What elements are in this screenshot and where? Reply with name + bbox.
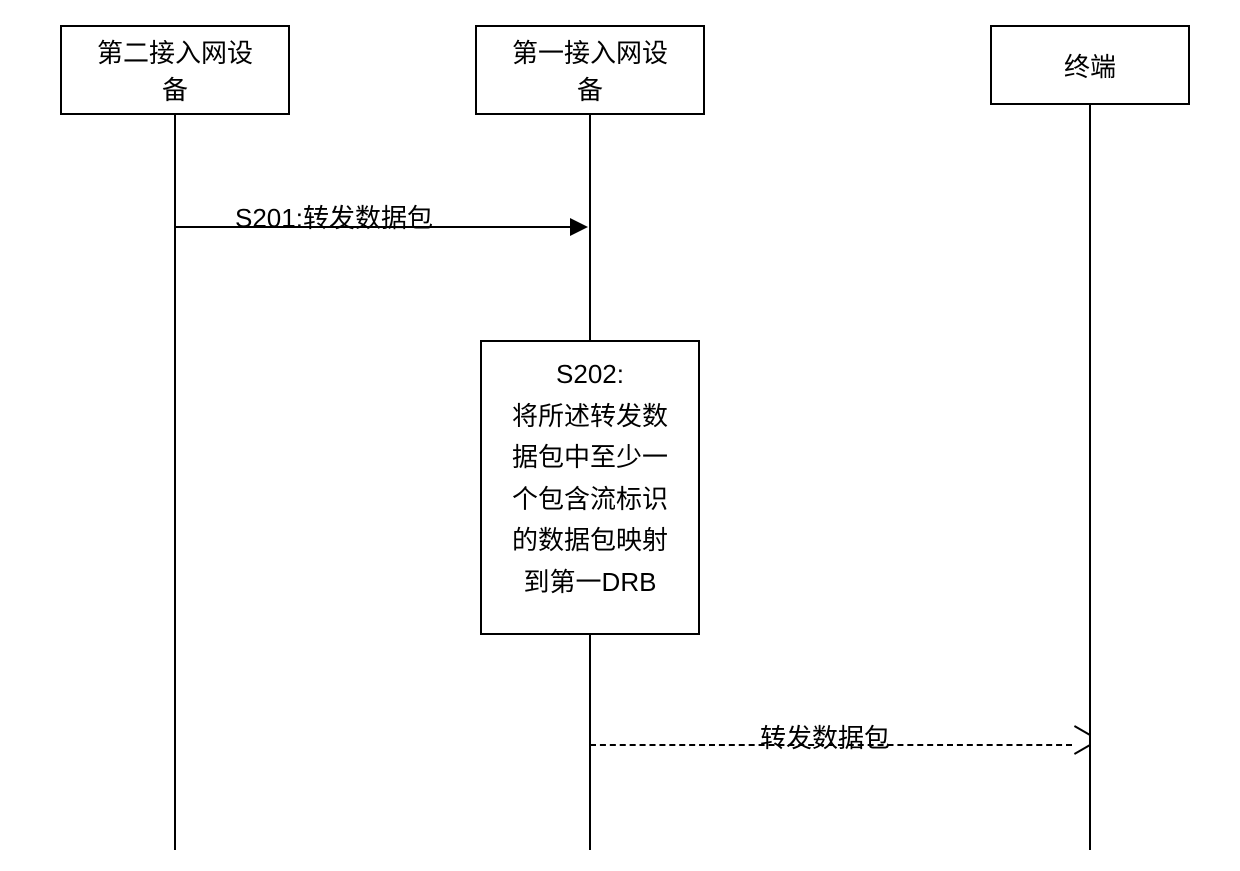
participant-second-access-device: 第二接入网设 备 <box>60 25 290 115</box>
message-label-forward: 转发数据包 <box>760 718 890 755</box>
participant-label: 第一接入网设 备 <box>512 33 668 107</box>
arrow-head-forward <box>1072 740 1090 750</box>
process-s202: S202: 将所述转发数 据包中至少一 个包含流标识 的数据包映射 到第一DRB <box>480 340 700 635</box>
lifeline-first-access-device-lower <box>589 635 591 850</box>
lifeline-first-access-device <box>589 115 591 340</box>
participant-label: 第二接入网设 备 <box>97 33 253 107</box>
lifeline-terminal <box>1089 105 1091 850</box>
participant-terminal: 终端 <box>990 25 1190 105</box>
message-label-s201: S201:转发数据包 <box>235 198 433 235</box>
participant-first-access-device: 第一接入网设 备 <box>475 25 705 115</box>
arrow-head-s201 <box>570 218 588 236</box>
process-label: S202: 将所述转发数 据包中至少一 个包含流标识 的数据包映射 到第一DRB <box>498 354 682 604</box>
participant-label: 终端 <box>1064 47 1116 84</box>
